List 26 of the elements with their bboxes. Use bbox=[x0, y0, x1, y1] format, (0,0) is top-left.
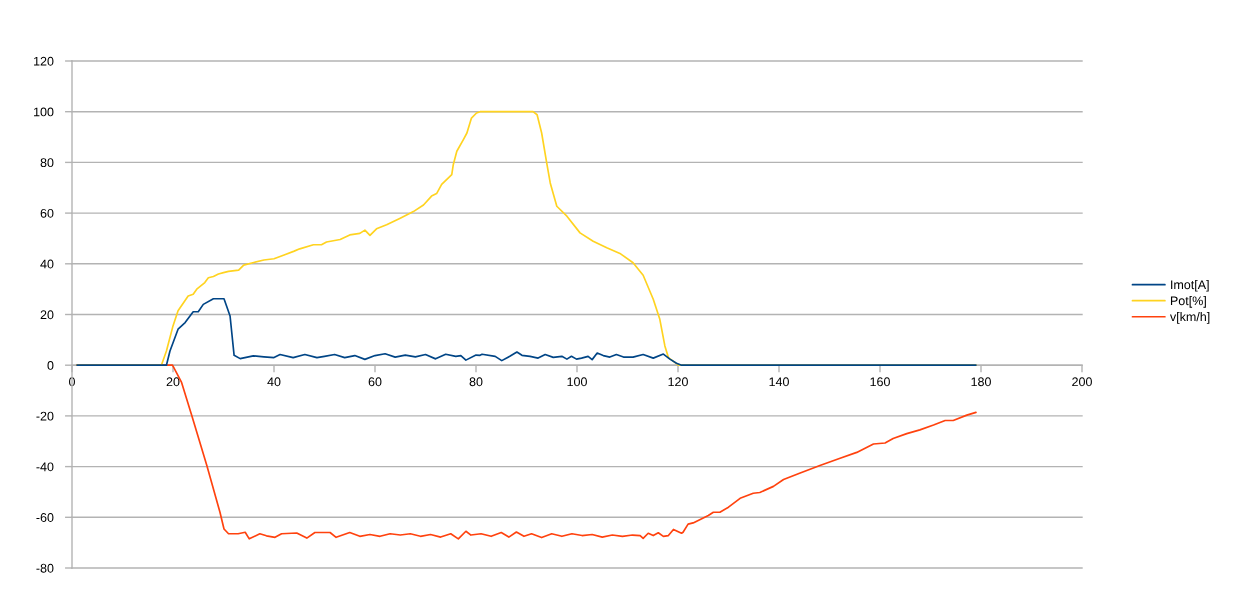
x-tick-label: 140 bbox=[769, 377, 789, 387]
x-tick-label: 40 bbox=[267, 377, 281, 387]
legend-label: Imot[A] bbox=[1171, 279, 1209, 292]
y-tick-label: 80 bbox=[40, 158, 54, 168]
legend-label: Pot[%] bbox=[1170, 296, 1206, 308]
line-series bbox=[76, 297, 977, 367]
x-tick-label: 60 bbox=[368, 377, 382, 387]
x-tick-label: 100 bbox=[567, 377, 587, 387]
y-tick-label: -40 bbox=[36, 462, 54, 472]
legend-label: v[km/h] bbox=[1169, 312, 1210, 324]
y-tick-label: 120 bbox=[34, 56, 54, 66]
y-tick-label: 40 bbox=[40, 259, 54, 269]
x-tick-label: 80 bbox=[469, 377, 483, 387]
y-tick-label: -80 bbox=[36, 563, 54, 573]
y-tick-label: 60 bbox=[40, 208, 54, 218]
x-tick-label: 200 bbox=[1072, 377, 1092, 387]
y-tick-label: 20 bbox=[40, 310, 54, 320]
y-tick-label: 0 bbox=[47, 361, 54, 370]
x-tick-label: 0 bbox=[69, 377, 75, 387]
y-tick-label: 100 bbox=[34, 107, 54, 117]
x-tick-label: 120 bbox=[668, 377, 688, 387]
x-tick-label: 160 bbox=[870, 377, 890, 387]
x-tick-label: 180 bbox=[971, 377, 991, 387]
y-tick-label: -60 bbox=[36, 513, 54, 522]
y-tick-label: -20 bbox=[36, 411, 54, 421]
x-tick-label: 20 bbox=[166, 377, 180, 387]
